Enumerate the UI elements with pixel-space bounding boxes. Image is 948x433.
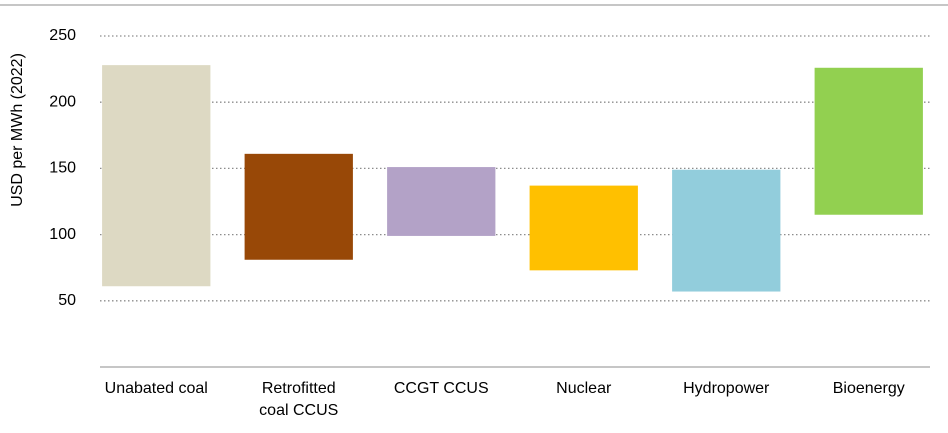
- y-tick-label: 200: [49, 93, 76, 110]
- range-bar: [529, 185, 638, 271]
- y-tick-label: 50: [58, 292, 76, 309]
- x-tick-label: Hydropower: [683, 380, 770, 397]
- y-axis-label: USD per MWh (2022): [9, 53, 26, 207]
- y-tick-label: 100: [49, 226, 76, 243]
- x-tick-label: Unabated coal: [104, 380, 208, 397]
- y-tick-label: 150: [49, 160, 76, 177]
- range-bar: [387, 167, 496, 236]
- range-bar: [814, 67, 923, 215]
- x-tick-label: CCGT CCUS: [393, 380, 489, 397]
- range-bar: [102, 65, 211, 287]
- range-bar: [244, 153, 353, 260]
- y-tick-label: 250: [49, 27, 76, 44]
- x-tick-label: Nuclear: [556, 380, 612, 397]
- x-tick-label: Retrofitted coal CCUS: [259, 380, 339, 419]
- x-tick-label: Bioenergy: [832, 380, 905, 397]
- range-bar: [672, 169, 781, 292]
